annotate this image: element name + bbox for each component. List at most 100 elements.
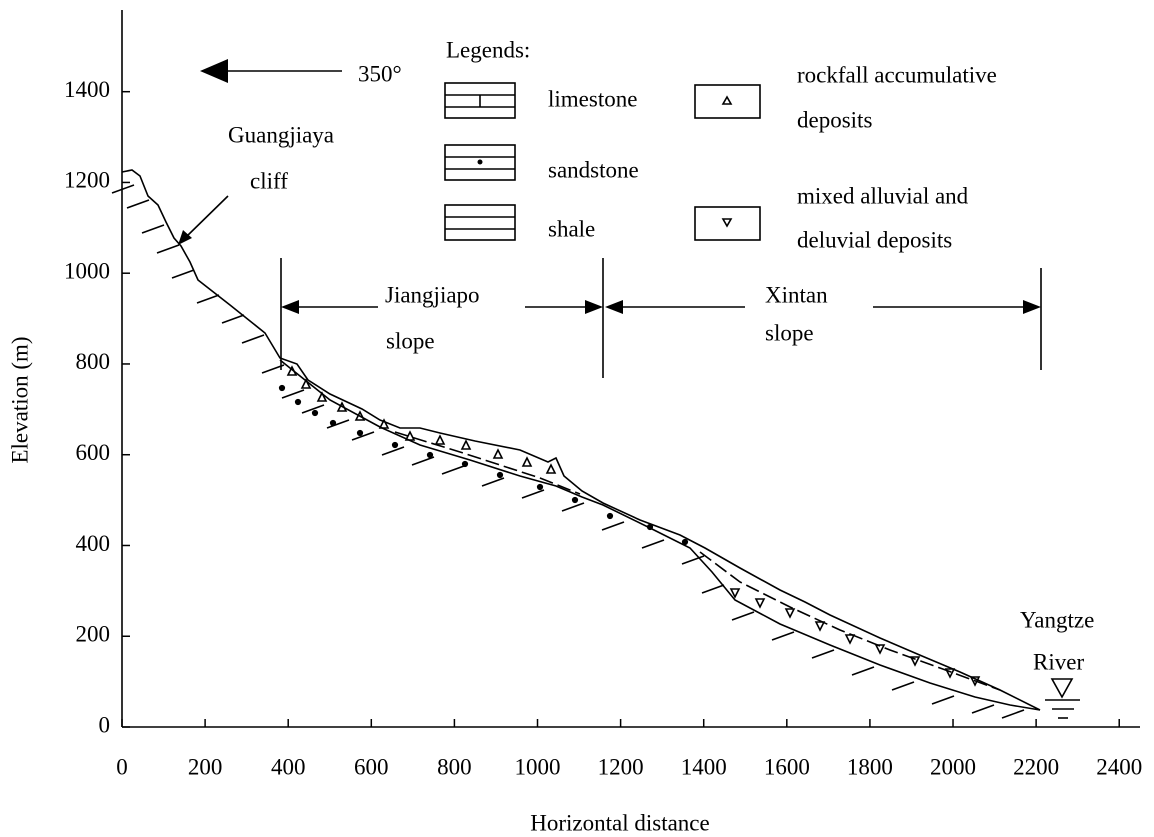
rockfall-symbol <box>460 439 472 450</box>
direction-label: 350° <box>358 61 402 86</box>
x-tick-label: 1800 <box>847 754 893 779</box>
hatch-line <box>891 681 915 691</box>
hatch-line <box>681 555 705 565</box>
rockfall-symbol <box>434 434 446 445</box>
legend-label: sandstone <box>548 157 639 182</box>
layer-contact <box>394 431 1001 691</box>
hatch-line <box>701 584 725 594</box>
rockfall-symbol <box>404 430 416 441</box>
alluvial-symbol <box>944 668 956 679</box>
hatch-line <box>851 666 875 676</box>
alluvial-symbol <box>874 644 886 655</box>
hatch-line <box>561 502 585 512</box>
hatch-line <box>196 294 220 304</box>
rockfall-symbol <box>521 456 533 467</box>
sandstone-dot <box>278 384 286 392</box>
x-tick-label: 1000 <box>515 754 561 779</box>
rockfall-symbol <box>286 365 298 376</box>
alluvial-symbol <box>754 598 766 609</box>
x-tick-label: 0 <box>116 754 128 779</box>
y-tick-label: 200 <box>76 622 111 647</box>
y-tick-label: 400 <box>76 531 111 556</box>
alluvial-symbol <box>969 676 981 687</box>
river-symbol <box>1050 678 1074 699</box>
hatch-line <box>481 477 505 487</box>
x-tick-label: 800 <box>437 754 472 779</box>
legend-label: shale <box>548 216 595 241</box>
hatch-line <box>281 389 305 399</box>
x-tick-label: 200 <box>188 754 223 779</box>
x-tick-label: 1400 <box>681 754 727 779</box>
alluvial-symbol <box>729 588 741 599</box>
legend-label: rockfall accumulative <box>797 62 997 87</box>
hatch-line <box>351 431 375 441</box>
hatch-line <box>1001 709 1025 719</box>
hatch-line <box>641 539 665 549</box>
y-tick-label: 0 <box>99 712 111 737</box>
sandstone-dot <box>681 538 689 546</box>
sandstone-dot <box>646 523 654 531</box>
legend-label: limestone <box>548 86 637 111</box>
alluvial-symbol <box>784 608 796 619</box>
direction-arrowhead <box>200 59 228 83</box>
alluvial-symbol <box>844 634 856 645</box>
legend-triangle <box>721 95 733 105</box>
river-lines <box>1045 699 1080 719</box>
sandstone-dot <box>426 451 434 459</box>
hatch-line <box>601 521 625 531</box>
cliff-pointer-head <box>178 230 192 245</box>
alluvial-symbol <box>909 656 921 667</box>
river-label: Yangtze <box>1020 607 1094 632</box>
legend-label: mixed alluvial and <box>797 183 969 208</box>
sandstone-dot <box>536 483 544 491</box>
sandstone-dot <box>461 460 469 468</box>
sandstone-dot <box>391 441 399 449</box>
rockfall-symbol <box>545 463 557 474</box>
zone-label: Jiangjiapo <box>385 282 480 307</box>
rockfall-symbol <box>316 391 328 402</box>
rockfall-symbol <box>492 448 504 459</box>
y-tick-label: 800 <box>76 349 111 374</box>
ground-surface <box>121 169 1041 711</box>
cliff-label: Guangjiaya <box>228 122 334 147</box>
sandstone-dot <box>294 398 302 406</box>
legend-triangle <box>721 218 733 228</box>
legend-label: deposits <box>797 107 872 132</box>
hatch-line <box>381 446 405 456</box>
sandstone-dot <box>311 409 319 417</box>
x-tick-label: 400 <box>271 754 306 779</box>
hatch-line <box>301 404 325 414</box>
y-tick-label: 600 <box>76 440 111 465</box>
x-tick-label: 600 <box>354 754 389 779</box>
rockfall-symbol <box>336 401 348 412</box>
hatch-line <box>261 364 285 374</box>
hatch-line <box>971 704 995 714</box>
legend-dot <box>477 159 483 165</box>
x-axis-label: Horizontal distance <box>530 810 709 835</box>
sandstone-dot <box>571 496 579 504</box>
hatch-line <box>141 224 165 234</box>
zone-label: slope <box>765 320 814 345</box>
hatch-line <box>111 184 135 194</box>
hatch-line <box>521 489 545 499</box>
hatch-line <box>126 199 150 209</box>
zone-label: slope <box>386 328 435 353</box>
hatch-line <box>441 465 465 475</box>
hatch-line <box>241 334 265 344</box>
y-tick-label: 1200 <box>64 168 110 193</box>
hatch-line <box>326 419 350 429</box>
sandstone-dot <box>329 419 337 427</box>
x-tick-label: 1200 <box>598 754 644 779</box>
hatch-line <box>771 631 795 641</box>
legend-swatches <box>444 82 761 241</box>
hatch-line <box>411 456 435 466</box>
zone-arrowheads <box>281 300 1041 314</box>
zone-markers <box>280 258 1042 378</box>
cliff-label: cliff <box>250 168 288 193</box>
y-axis-label: Elevation (m) <box>7 336 32 463</box>
hatch-line <box>811 649 835 659</box>
deposit-base <box>279 359 1041 711</box>
x-tick-label: 2200 <box>1013 754 1059 779</box>
y-tick-label: 1000 <box>64 258 110 283</box>
